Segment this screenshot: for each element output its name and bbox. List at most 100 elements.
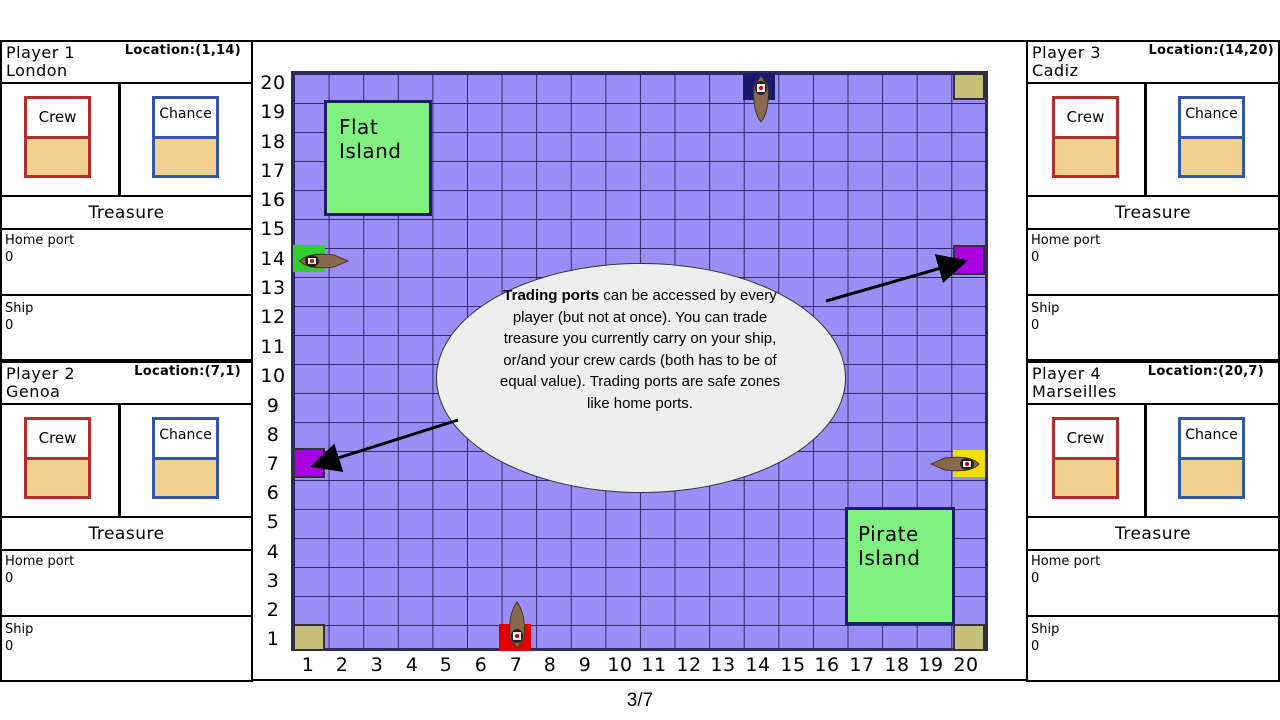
- divider: [1144, 84, 1147, 195]
- player-port: Cadiz: [1032, 61, 1079, 80]
- ship-icon-player-1[interactable]: [298, 249, 350, 273]
- callout-bold-term: Trading ports: [503, 287, 600, 304]
- chance-card-label: Chance: [1181, 99, 1242, 136]
- chance-card-deck[interactable]: Chance: [152, 417, 219, 499]
- crew-card-back: [1055, 136, 1116, 175]
- home-port-label: Home port: [1031, 554, 1101, 569]
- ship-icon-player-4[interactable]: [929, 452, 981, 476]
- ship-value: 0: [1031, 639, 1040, 654]
- ship-label: Ship: [1031, 301, 1060, 316]
- ship-value: 0: [1031, 318, 1040, 333]
- col-label-16: 16: [814, 654, 840, 676]
- treasure-heading: Treasure: [2, 518, 251, 551]
- divider: [1144, 405, 1147, 516]
- player-port: Marseilles: [1032, 382, 1117, 401]
- crew-card-deck[interactable]: Crew: [24, 96, 91, 178]
- crew-card-deck[interactable]: Crew: [1052, 417, 1119, 499]
- ship-value: 0: [5, 639, 14, 654]
- card-decks: Crew Chance: [1028, 84, 1278, 197]
- ship-label: Ship: [5, 622, 34, 637]
- chance-card-deck[interactable]: Chance: [152, 96, 219, 178]
- ship-icon-player-3[interactable]: [749, 74, 773, 124]
- crew-card-label: Crew: [27, 420, 88, 457]
- row-label-6: 6: [266, 482, 280, 504]
- home-port-value: 0: [5, 571, 14, 586]
- col-label-4: 4: [405, 654, 419, 676]
- flat-island-label-line1: Flat: [339, 115, 379, 139]
- divider: [118, 84, 121, 195]
- pirate-island-label-line1: Pirate: [858, 522, 919, 546]
- row-label-14: 14: [260, 248, 286, 270]
- player-header: Player 3 Cadiz Location:(14,20): [1028, 42, 1278, 84]
- col-label-8: 8: [543, 654, 557, 676]
- crew-card-label: Crew: [1055, 420, 1116, 457]
- chance-card-deck[interactable]: Chance: [1178, 417, 1245, 499]
- player-4-panel: Player 4 Marseilles Location:(20,7) Crew…: [1026, 361, 1280, 682]
- col-label-1: 1: [301, 654, 315, 676]
- row-label-11: 11: [260, 336, 286, 358]
- player-name: Player 3: [1032, 43, 1102, 62]
- treasure-heading: Treasure: [1028, 518, 1278, 551]
- home-port-value: 0: [1031, 250, 1040, 265]
- row-label-8: 8: [266, 424, 280, 446]
- row-label-7: 7: [266, 453, 280, 475]
- row-label-5: 5: [266, 511, 280, 533]
- pirate-island[interactable]: Pirate Island: [845, 507, 955, 625]
- flat-island[interactable]: Flat Island: [324, 100, 432, 216]
- trading-ports-callout-text: Trading ports can be accessed by every p…: [495, 285, 785, 414]
- home-port-treasure: Home port 0: [2, 551, 251, 617]
- crew-card-back: [27, 136, 88, 175]
- corner-port-1-1[interactable]: [293, 624, 325, 651]
- pirate-island-label: Pirate Island: [858, 522, 921, 570]
- corner-port-20-20[interactable]: [953, 73, 985, 100]
- ship-treasure: Ship 0: [1028, 619, 1278, 685]
- trading-port-20-14[interactable]: [953, 245, 985, 275]
- col-label-17: 17: [849, 654, 875, 676]
- col-label-9: 9: [578, 654, 592, 676]
- home-port-label: Home port: [5, 554, 75, 569]
- chance-card-deck[interactable]: Chance: [1178, 96, 1245, 178]
- player-location: Location:(20,7): [1147, 364, 1264, 379]
- home-port-value: 0: [5, 250, 14, 265]
- trading-ports-callout: [436, 263, 846, 493]
- crew-card-deck[interactable]: Crew: [1052, 96, 1119, 178]
- ship-icon-player-2[interactable]: [505, 600, 529, 650]
- row-label-19: 19: [260, 101, 286, 123]
- trading-port-1-7[interactable]: [293, 448, 325, 478]
- flat-island-label: Flat Island: [339, 115, 402, 163]
- corner-port-20-1[interactable]: [953, 624, 985, 651]
- row-label-13: 13: [260, 277, 286, 299]
- row-label-10: 10: [260, 365, 286, 387]
- chance-card-back: [1181, 457, 1242, 496]
- col-label-11: 11: [641, 654, 667, 676]
- crew-card-deck[interactable]: Crew: [24, 417, 91, 499]
- col-label-3: 3: [370, 654, 384, 676]
- row-label-18: 18: [260, 131, 286, 153]
- row-label-15: 15: [260, 218, 286, 240]
- row-label-17: 17: [260, 160, 286, 182]
- col-label-15: 15: [780, 654, 806, 676]
- chance-card-back: [155, 136, 216, 175]
- divider: [118, 405, 121, 516]
- col-label-10: 10: [607, 654, 633, 676]
- crew-card-label: Crew: [1055, 99, 1116, 136]
- ship-treasure: Ship 0: [2, 619, 251, 685]
- player-header: Player 4 Marseilles Location:(20,7): [1028, 363, 1278, 405]
- player-location: Location:(14,20): [1148, 43, 1274, 58]
- player-location: Location:(7,1): [134, 364, 241, 379]
- chance-card-label: Chance: [155, 99, 216, 136]
- ship-treasure: Ship 0: [1028, 298, 1278, 364]
- row-label-3: 3: [266, 570, 280, 592]
- ship-label: Ship: [1031, 622, 1060, 637]
- page-number: 3/7: [626, 690, 654, 711]
- player-port: London: [6, 61, 68, 80]
- row-label-4: 4: [266, 541, 280, 563]
- player-3-panel: Player 3 Cadiz Location:(14,20) Crew Cha…: [1026, 40, 1280, 361]
- home-port-label: Home port: [1031, 233, 1101, 248]
- col-label-6: 6: [474, 654, 488, 676]
- card-decks: Crew Chance: [2, 84, 251, 197]
- row-label-16: 16: [260, 189, 286, 211]
- row-label-20: 20: [260, 72, 286, 94]
- pirate-island-label-line2: Island: [858, 546, 921, 570]
- col-label-7: 7: [509, 654, 523, 676]
